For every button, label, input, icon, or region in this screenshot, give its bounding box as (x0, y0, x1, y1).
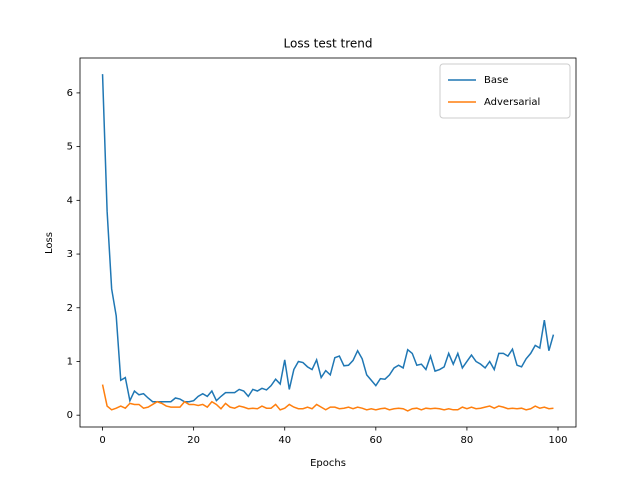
legend-label: Adversarial (484, 97, 540, 108)
line-series (101, 384, 554, 412)
x-tick-label: 20 (187, 435, 200, 446)
y-tick-label: 4 (67, 195, 73, 206)
x-tick-label: 80 (461, 435, 474, 446)
line-series (101, 74, 555, 404)
x-tick-label: 60 (369, 435, 382, 446)
x-axis-label: Epochs (310, 458, 346, 469)
legend-label: Base (484, 75, 508, 86)
x-tick-label: 40 (278, 435, 291, 446)
y-tick-label: 1 (67, 356, 73, 367)
y-tick-label: 3 (67, 249, 73, 260)
y-tick-label: 0 (67, 410, 73, 421)
y-tick-label: 6 (67, 88, 73, 99)
y-tick-label: 5 (67, 142, 73, 153)
y-axis-label: Loss (44, 232, 55, 254)
plot-frame (79, 57, 577, 428)
y-tick-label: 2 (67, 303, 73, 314)
legend-box (439, 63, 571, 119)
chart-title: Loss test trend (284, 37, 373, 51)
x-tick-label: 0 (99, 435, 105, 446)
x-tick-label: 100 (548, 435, 567, 446)
